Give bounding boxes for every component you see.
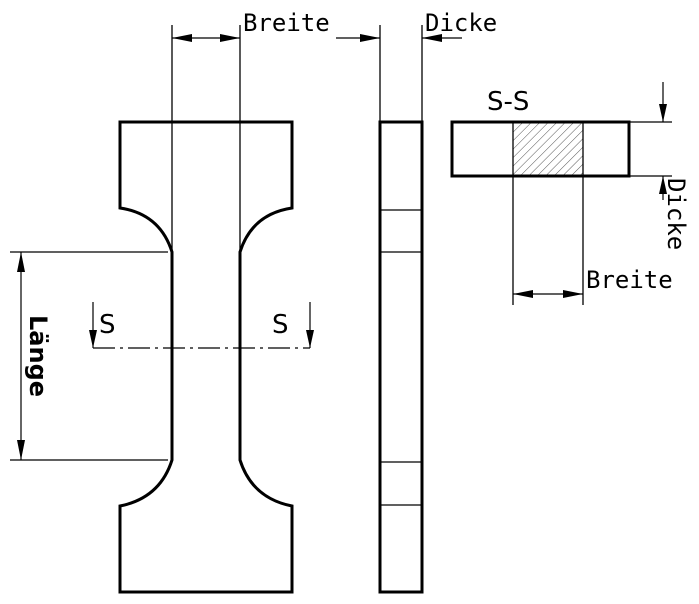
length-dimension: Länge xyxy=(10,251,168,461)
section-cut-line: S S xyxy=(89,302,314,349)
width-label-section: Breite xyxy=(586,266,673,294)
thickness-label-side: Dicke xyxy=(425,9,497,37)
width-dimension-front: Breite xyxy=(171,9,330,252)
section-outline xyxy=(450,120,631,178)
thickness-dimension-section: Dicke xyxy=(629,82,690,250)
length-label: Länge xyxy=(24,315,52,397)
section-mark-left: S xyxy=(99,310,116,340)
front-view xyxy=(118,120,294,594)
thickness-label-section: Dicke xyxy=(662,178,690,250)
thickness-dimension-side: Dicke xyxy=(336,9,497,122)
width-label-front: Breite xyxy=(243,9,330,37)
section-view: S-S xyxy=(450,87,631,178)
cross-section-hatch xyxy=(513,122,583,176)
side-view xyxy=(378,120,424,594)
section-mark-right: S xyxy=(272,310,289,340)
width-dimension-section: Breite xyxy=(512,176,673,305)
section-title: S-S xyxy=(487,87,529,117)
specimen-outline-front xyxy=(118,120,294,594)
specimen-outline-side xyxy=(378,120,424,594)
